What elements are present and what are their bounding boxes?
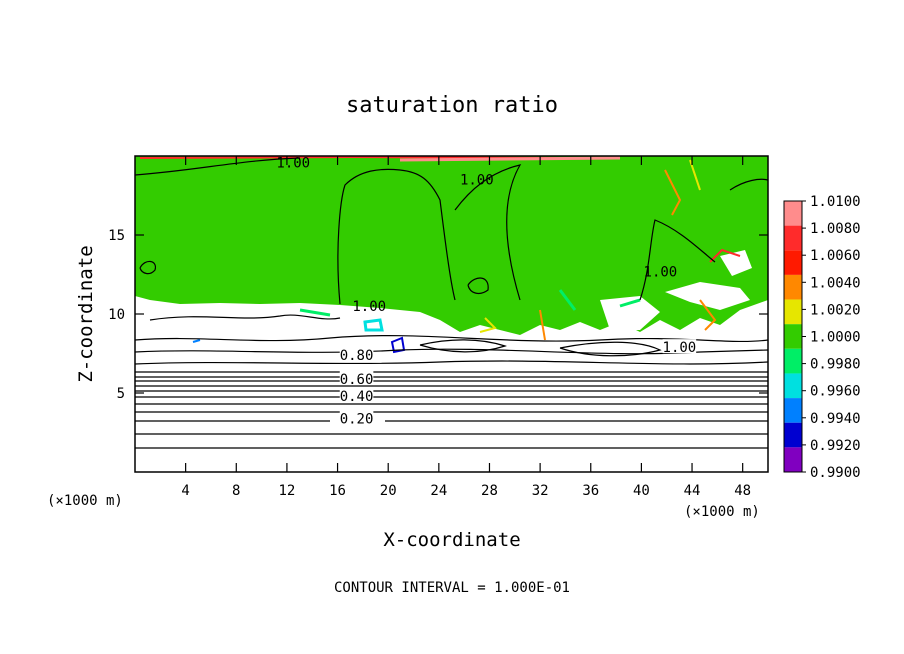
x-tick-label: 20 xyxy=(380,483,397,499)
cloud-edge-highlight xyxy=(399,156,621,162)
contour-label-bg xyxy=(339,388,374,403)
colorbar-label: 1.0000 xyxy=(810,330,861,346)
colorbar-swatch xyxy=(784,398,802,423)
cloud-edge-highlight xyxy=(479,317,497,333)
contour-line xyxy=(134,348,769,355)
colorbar-label: 0.9900 xyxy=(810,465,861,481)
contour-label: 0.20 xyxy=(340,411,374,427)
x-unit-right: (×1000 m) xyxy=(684,504,760,520)
y-axis-label: Z-coordinate xyxy=(75,245,97,382)
x-tick-label: 40 xyxy=(633,483,650,499)
contour-labels: 1.00 1.00 1.00 1.00 1.00 0.80 0.600.40 0.20 xyxy=(276,155,697,427)
colorbar-swatch xyxy=(784,324,802,349)
contour-line xyxy=(149,314,341,321)
colorbar-swatch xyxy=(784,422,802,448)
y-axis: 5 10 15 xyxy=(108,228,768,402)
contour-label-bg xyxy=(339,347,374,362)
contour-line xyxy=(454,164,522,301)
contour-label: 0.60 xyxy=(340,372,374,388)
contour-label: 1.00 xyxy=(663,340,697,356)
green-field-region xyxy=(135,156,768,335)
contour-label: 1.00 xyxy=(460,173,494,189)
colorbar-swatch xyxy=(784,447,802,472)
x-tick-label: 4 xyxy=(181,483,189,499)
colorbar-swatch xyxy=(784,250,802,275)
y-tick-label: 15 xyxy=(108,228,125,244)
chart-title: saturation ratio xyxy=(346,93,558,118)
cloud-edge-highlight xyxy=(709,248,741,263)
cloud-edge-highlight xyxy=(299,289,641,317)
white-patch xyxy=(665,282,750,310)
contour-line xyxy=(729,178,769,191)
contour-label: 0.40 xyxy=(340,389,374,405)
colorbar-label: 1.0080 xyxy=(810,221,861,237)
field-plot xyxy=(134,155,769,472)
contour-label: 0.80 xyxy=(340,348,374,364)
x-tick-label: 36 xyxy=(582,483,599,499)
colorbar-swatch xyxy=(784,274,802,300)
contour-label: 1.00 xyxy=(276,155,310,171)
contour-line xyxy=(337,168,456,305)
x-tick-label: 12 xyxy=(278,483,295,499)
contour-label-bg xyxy=(662,339,697,354)
x-axis-label: X-coordinate xyxy=(383,529,520,551)
colorbar: 1.0100 1.0080 1.0060 1.0040 1.0020 1.0000 0.99… xyxy=(783,194,861,481)
contour-line xyxy=(639,219,716,301)
colorbar-swatch xyxy=(784,299,802,325)
contour-label: 1.00 xyxy=(352,299,386,315)
colorbar-swatch xyxy=(784,373,802,399)
cloud-edge-highlight xyxy=(363,318,384,332)
contour-line xyxy=(467,277,489,295)
contour-interval-note: CONTOUR INTERVAL = 1.000E-01 xyxy=(334,580,570,596)
x-tick-label: 8 xyxy=(232,483,240,499)
white-patch xyxy=(720,250,752,276)
cloud-edge-highlight xyxy=(192,339,201,343)
colorbar-swatch xyxy=(784,225,802,251)
x-tick-label: 28 xyxy=(481,483,498,499)
colorbar-label: 1.0060 xyxy=(810,248,861,264)
x-tick-label: 44 xyxy=(684,483,701,499)
cloud-edge-highlight xyxy=(539,309,546,341)
x-tick-label: 48 xyxy=(734,483,751,499)
colorbar-label: 1.0020 xyxy=(810,302,861,318)
x-tick-label: 24 xyxy=(430,483,447,499)
contour-line xyxy=(419,339,507,353)
contour-label-bg xyxy=(339,370,374,385)
colorbar-label: 0.9980 xyxy=(810,357,861,373)
colorbar-label: 0.9920 xyxy=(810,438,861,454)
cloud-edge-highlight xyxy=(699,299,717,331)
contour-line xyxy=(139,260,157,275)
colorbar-swatch xyxy=(784,201,802,226)
contour-label-bg xyxy=(339,410,374,425)
x-unit-left: (×1000 m) xyxy=(47,493,123,509)
contour-line xyxy=(134,360,769,365)
colorbar-label: 0.9940 xyxy=(810,411,861,427)
colorbar-swatch xyxy=(784,348,802,374)
colorbar-label: 0.9960 xyxy=(810,384,861,400)
y-tick-label: 5 xyxy=(117,386,125,402)
x-tick-label: 32 xyxy=(532,483,549,499)
white-patch xyxy=(600,296,660,330)
colorbar-label: 1.0100 xyxy=(810,194,861,210)
contour-line xyxy=(559,341,662,357)
colorbar-label: 1.0040 xyxy=(810,275,861,291)
cloud-edge-highlight xyxy=(664,169,682,216)
y-tick-label: 10 xyxy=(108,307,125,323)
contour-label: 1.00 xyxy=(644,264,678,280)
x-tick-label: 16 xyxy=(329,483,346,499)
contour-line xyxy=(134,157,301,176)
x-axis: 4 8 12 16 20 24 28 32 36 40 44 48 xyxy=(181,156,751,499)
